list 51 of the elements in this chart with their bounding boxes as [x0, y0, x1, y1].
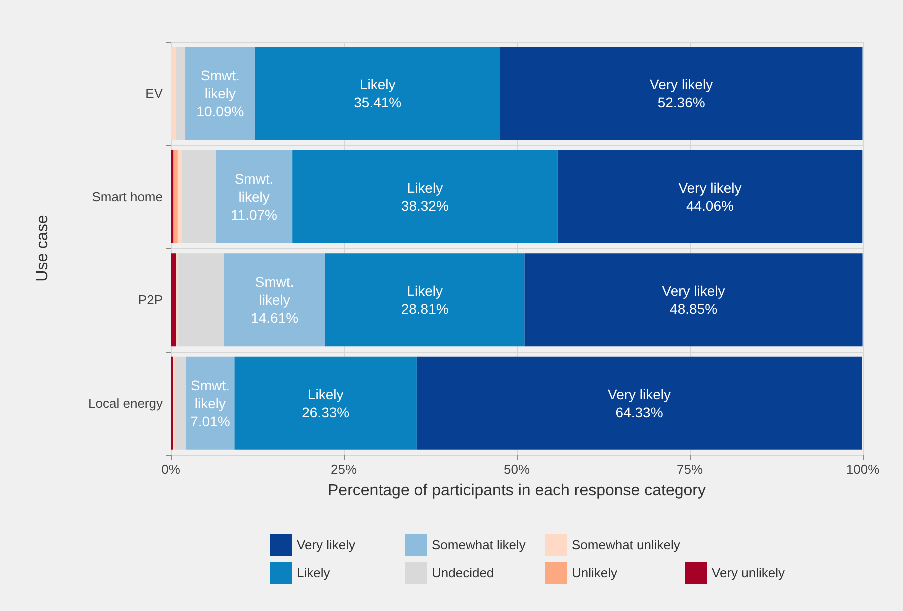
bar	[171, 150, 174, 244]
bar	[186, 47, 256, 140]
bar	[224, 254, 326, 347]
bar	[178, 150, 182, 244]
bar	[500, 47, 863, 140]
y-tick-label: EV	[146, 86, 164, 102]
x-tick-label: 75%	[676, 462, 704, 477]
bar	[186, 356, 235, 450]
legend-label: Somewhat unlikely	[572, 538, 681, 552]
legend-label: Very unlikely	[712, 566, 786, 580]
legend-label: Undecided	[432, 566, 494, 580]
bar	[234, 356, 417, 450]
x-tick-label: 0%	[162, 462, 181, 477]
bar	[178, 254, 224, 347]
legend-label: Somewhat likely	[432, 538, 526, 552]
x-tick-label: 50%	[504, 462, 530, 477]
bar	[174, 150, 178, 244]
bar	[416, 356, 862, 450]
data-label: Very likely 52.36%	[650, 76, 714, 111]
data-label: Very likely 64.33%	[608, 386, 672, 420]
bar	[171, 47, 177, 140]
bar	[216, 150, 293, 244]
bar	[325, 254, 525, 347]
data-label: Smwt. likely 10.09%	[196, 68, 244, 120]
data-label: Very likely 44.06%	[678, 180, 742, 214]
y-tick-label: Smart home	[92, 189, 163, 204]
data-label: Likely 35.41%	[354, 76, 402, 111]
y-axis-title: Use case	[34, 215, 52, 282]
bar	[175, 356, 186, 450]
legend-label: Likely	[297, 566, 331, 580]
data-label: Smwt. likely 7.01%	[190, 377, 230, 430]
data-label: Likely 38.32%	[401, 180, 449, 214]
x-tick-label: 100%	[846, 462, 880, 477]
legend-label: Unlikely	[572, 566, 618, 580]
data-label: Smwt. likely 14.61%	[251, 274, 299, 326]
data-label: Likely 28.81%	[401, 283, 449, 318]
data-label: Very likely 48.85%	[662, 283, 726, 318]
bar	[182, 150, 216, 244]
bar	[292, 150, 558, 244]
data-label: Likely 26.33%	[302, 386, 350, 420]
bar	[558, 150, 863, 244]
x-axis-title: Percentage of participants in each response category	[328, 482, 706, 500]
x-tick-label: 25%	[330, 462, 358, 477]
bar	[255, 47, 500, 140]
y-tick-label: P2P	[138, 292, 163, 308]
bar	[524, 254, 863, 347]
legend-label: Very likely	[297, 538, 356, 552]
bar	[176, 47, 186, 140]
y-tick-label: Local energy	[88, 396, 164, 411]
data-label: Smwt. likely 11.07%	[231, 170, 278, 223]
bar	[171, 254, 177, 347]
